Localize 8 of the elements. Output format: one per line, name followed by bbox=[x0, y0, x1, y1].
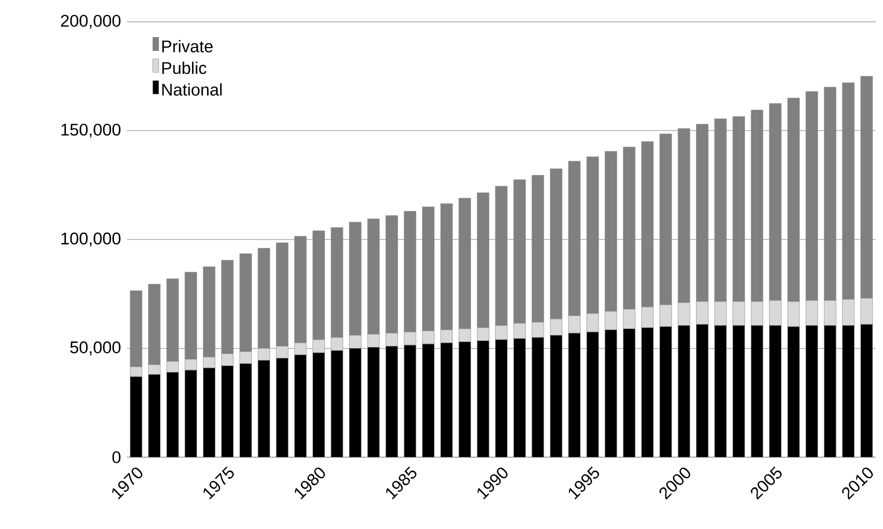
legend-label: National bbox=[162, 84, 222, 96]
y-tick-label: 50,000 bbox=[70, 342, 120, 356]
y-tick-label: 150,000 bbox=[61, 124, 120, 138]
y-tick-label: 200,000 bbox=[61, 15, 120, 29]
legend-label: Private bbox=[162, 40, 213, 53]
y-tick-label: 0 bbox=[112, 451, 120, 464]
legend-label: Public bbox=[162, 62, 206, 74]
y-tick-label: 100,000 bbox=[61, 232, 120, 247]
